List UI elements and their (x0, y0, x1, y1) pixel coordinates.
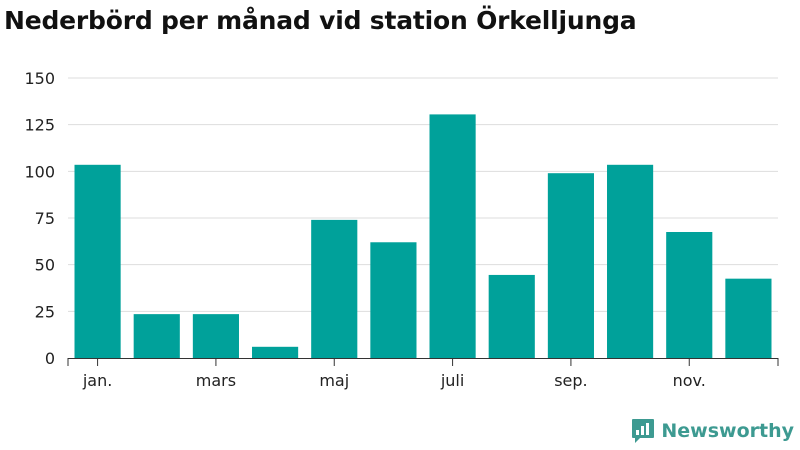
bar-sep (547, 173, 594, 358)
bar-juli (429, 114, 476, 359)
bar-mars (192, 314, 239, 358)
x-tick-label: juli (440, 371, 464, 390)
x-tick-label: mars (196, 371, 236, 390)
y-tick-label: 125 (24, 116, 55, 135)
y-tick-label: 150 (24, 69, 55, 88)
chart-title: Nederbörd per månad vid station Örkellju… (4, 6, 637, 35)
bar-feb (133, 314, 180, 358)
y-tick-label: 100 (24, 162, 55, 181)
bar-nov (666, 232, 713, 358)
x-tick-label: maj (319, 371, 349, 390)
newsworthy-logo-icon (632, 419, 655, 443)
newsworthy-logo-text: Newsworthy (661, 420, 794, 442)
bar-apr (252, 346, 299, 358)
y-tick-label: 75 (35, 209, 55, 228)
bar-juni (370, 242, 417, 358)
x-tick-label: nov. (673, 371, 706, 390)
bar-maj (311, 219, 358, 358)
bar-aug (488, 274, 535, 358)
y-tick-label: 50 (35, 256, 55, 275)
x-tick-label: jan. (82, 371, 112, 390)
bar-jan (74, 164, 121, 358)
x-tick-label: sep. (554, 371, 587, 390)
bar-dec (725, 278, 772, 358)
y-tick-label: 25 (35, 302, 55, 321)
newsworthy-logo: Newsworthy (631, 418, 794, 444)
bar-okt (607, 164, 654, 358)
y-tick-label: 0 (45, 349, 55, 368)
